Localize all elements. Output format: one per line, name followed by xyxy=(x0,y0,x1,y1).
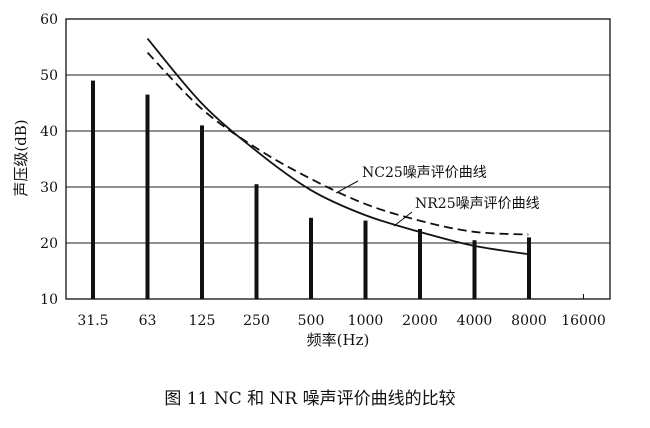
annotation-leader-1 xyxy=(393,211,413,227)
y-tick-label-40: 40 xyxy=(40,124,58,140)
x-tick-label-63: 63 xyxy=(139,313,157,329)
x-tick-label-125: 125 xyxy=(189,313,216,329)
x-axis-title: 频率(Hz) xyxy=(307,331,370,349)
bar-125 xyxy=(200,125,204,300)
x-tick-label-4000: 4000 xyxy=(457,313,493,329)
y-tick-label-30: 30 xyxy=(40,180,58,196)
tick-labels: 10 20 30 40 50 60 31.5 63 125 250 500 1000 2000 4000 8… xyxy=(40,12,606,329)
y-tick-label-50: 50 xyxy=(40,68,58,84)
bar-250 xyxy=(254,184,259,299)
y-tick-label-60: 60 xyxy=(40,12,58,28)
x-tick-label-2000: 2000 xyxy=(402,313,438,329)
bar-500 xyxy=(309,217,313,299)
annotation-label-nr25: NR25噪声评价曲线 xyxy=(415,196,540,212)
x-tick-label-250: 250 xyxy=(243,313,270,329)
bar-2000 xyxy=(418,229,422,299)
annotation-label-nc25: NC25噪声评价曲线 xyxy=(362,165,487,181)
x-tick-label-16000: 16000 xyxy=(561,313,606,329)
annotations: NC25噪声评价曲线 NR25噪声评价曲线 xyxy=(335,165,540,227)
x-tick-label-31.5: 31.5 xyxy=(77,313,108,329)
x-tick-label-8000: 8000 xyxy=(511,313,547,329)
y-tick-label-10: 10 xyxy=(40,292,58,308)
annotation-leader-0 xyxy=(335,180,359,194)
curves xyxy=(146,38,529,256)
y-tick-label-20: 20 xyxy=(40,236,58,252)
plot-frame xyxy=(65,18,611,300)
curve-nr25 xyxy=(146,38,529,256)
bar-31.5 xyxy=(91,80,95,299)
bar-4000 xyxy=(472,240,477,299)
y-axis-title: 声压级(dB) xyxy=(12,119,30,196)
bar-8000 xyxy=(527,237,531,299)
bar-1000 xyxy=(363,220,368,299)
curve-nc25 xyxy=(146,51,529,236)
x-tick-label-1000: 1000 xyxy=(348,313,384,329)
bars xyxy=(91,80,531,300)
grid-lines xyxy=(66,74,610,244)
plot-border xyxy=(65,18,611,300)
bar-63 xyxy=(145,94,150,299)
figure-caption: 图 11 NC 和 NR 噪声评价曲线的比较 xyxy=(164,389,455,409)
x-tick-label-500: 500 xyxy=(298,313,325,329)
